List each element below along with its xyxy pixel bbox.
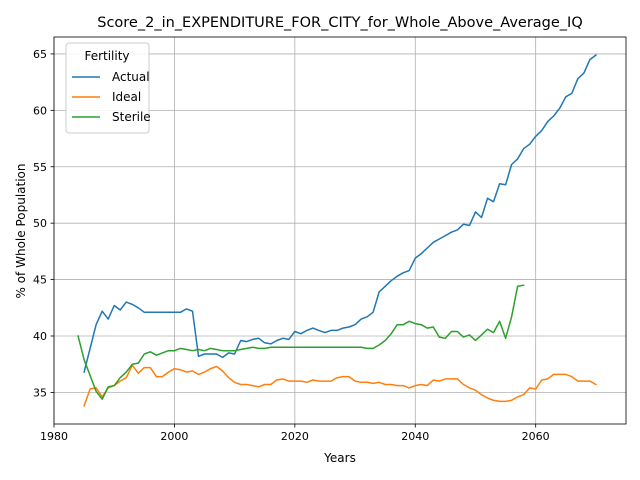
x-tick-label: 2020 <box>281 430 309 443</box>
y-tick-label: 45 <box>33 274 47 287</box>
legend-label-sterile: Sterile <box>112 110 151 124</box>
y-tick-label: 35 <box>33 386 47 399</box>
series-lines <box>77 54 597 407</box>
legend: Fertility Actual Ideal Sterile <box>65 42 151 134</box>
y-axis-label: % of Whole Population <box>14 164 28 299</box>
y-tick-label: 50 <box>33 217 47 230</box>
legend-label-ideal: Ideal <box>112 90 141 104</box>
x-tick-label: 1980 <box>40 430 68 443</box>
x-tick-label: 2000 <box>160 430 188 443</box>
legend-entries: Actual Ideal Sterile <box>72 70 151 124</box>
legend-box <box>65 42 150 134</box>
x-tick-label: 2060 <box>522 430 550 443</box>
y-tick-label: 60 <box>33 104 47 117</box>
legend-title: Fertility <box>84 49 129 63</box>
chart-title: Score_2_in_EXPENDITURE_FOR_CITY_for_Whol… <box>97 15 583 31</box>
x-tick-label: 2040 <box>401 430 429 443</box>
legend-label-actual: Actual <box>112 70 150 84</box>
series-line-sterile <box>77 284 525 400</box>
plot-area-frame <box>53 36 627 425</box>
y-tick-label: 65 <box>33 48 47 61</box>
grid-lines <box>53 37 626 424</box>
y-tick-label: 55 <box>33 161 47 174</box>
x-axis-label: Years <box>323 451 356 465</box>
axis-ticks: 1980 2000 2020 2040 2060 35 40 45 50 55 60 65 <box>33 48 550 443</box>
series-line-actual <box>83 54 597 374</box>
series-line-ideal <box>83 364 597 407</box>
y-tick-label: 40 <box>33 330 47 343</box>
